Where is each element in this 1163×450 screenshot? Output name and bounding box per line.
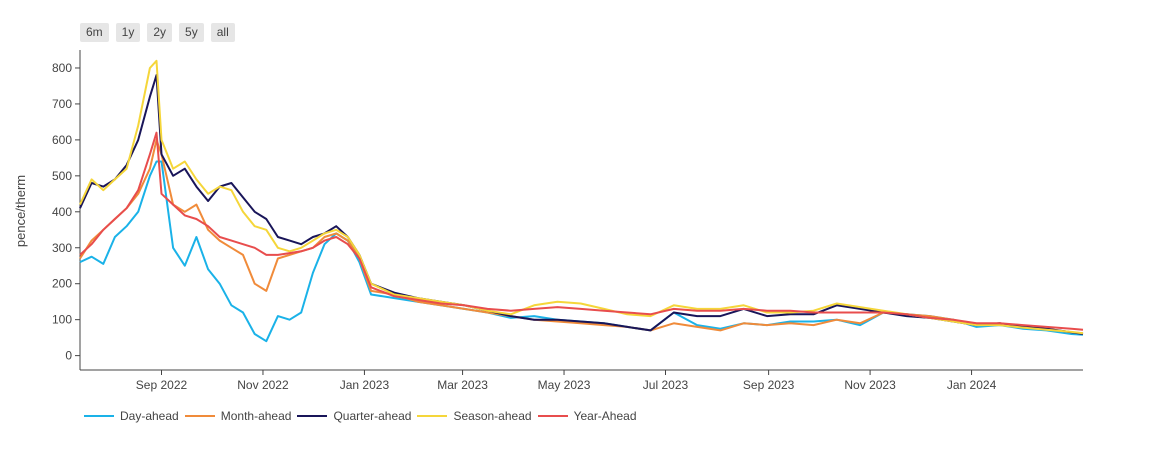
series-line-season-ahead [79, 59, 1084, 335]
x-tick-label: May 2023 [538, 378, 591, 392]
range-button-2y[interactable]: 2y [147, 23, 173, 42]
y-tick-label: 200 [52, 277, 72, 291]
y-tick-label: 100 [52, 313, 72, 327]
y-tick-label: 800 [52, 61, 72, 75]
range-selector: 6m 1y 2y 5y all [80, 23, 235, 42]
y-tick-label: 400 [52, 205, 72, 219]
y-tick-label: 0 [65, 349, 72, 363]
legend-label: Year-Ahead [573, 409, 637, 423]
legend: Day-ahead Month-ahead Quarter-ahead Season-… [84, 409, 643, 423]
x-axis: Sep 2022 Nov 2022 Jan 2023 Mar 2023 May 2023… [80, 369, 1083, 392]
range-button-5y[interactable]: 5y [179, 23, 204, 42]
range-button-6m[interactable]: 6m [80, 23, 109, 42]
legend-item-season-ahead[interactable]: Season-ahead [417, 409, 532, 423]
legend-swatch [184, 415, 215, 417]
legend-label: Month-ahead [220, 409, 292, 423]
range-button-all[interactable]: all [210, 23, 235, 42]
x-tick-label: Nov 2023 [844, 378, 896, 392]
legend-swatch [537, 415, 568, 417]
legend-item-quarter-ahead[interactable]: Quarter-ahead [297, 409, 411, 423]
y-tick-label: 600 [52, 133, 72, 147]
legend-swatch [297, 415, 328, 417]
x-tick-label: Sep 2023 [743, 378, 795, 392]
y-tick-label: 700 [52, 97, 72, 111]
legend-swatch [417, 415, 448, 417]
x-tick-label: Jan 2023 [340, 378, 390, 392]
range-button-1y[interactable]: 1y [115, 23, 141, 42]
x-tick-label: Jan 2024 [947, 378, 997, 392]
legend-item-day-ahead[interactable]: Day-ahead [84, 409, 179, 423]
plot-area [79, 59, 1084, 343]
legend-swatch [84, 415, 114, 417]
x-tick-label: Mar 2023 [437, 378, 488, 392]
x-tick-label: Jul 2023 [643, 378, 689, 392]
y-axis-title: pence/therm [13, 175, 28, 247]
legend-label: Season-ahead [453, 409, 532, 423]
legend-item-month-ahead[interactable]: Month-ahead [184, 409, 292, 423]
x-tick-label: Sep 2022 [136, 378, 188, 392]
y-axis: 0 100 200 300 400 500 600 700 800 [52, 50, 81, 370]
series-line-day-ahead [79, 160, 1084, 343]
y-tick-label: 500 [52, 169, 72, 183]
legend-label: Quarter-ahead [333, 409, 412, 423]
y-tick-label: 300 [52, 241, 72, 255]
series-line-year-ahead [79, 131, 1084, 331]
x-tick-label: Nov 2022 [237, 378, 289, 392]
series-line-quarter-ahead [79, 74, 1084, 335]
legend-label: Day-ahead [120, 409, 179, 423]
legend-item-year-ahead[interactable]: Year-Ahead [537, 409, 637, 423]
series-line-month-ahead [79, 138, 1084, 335]
